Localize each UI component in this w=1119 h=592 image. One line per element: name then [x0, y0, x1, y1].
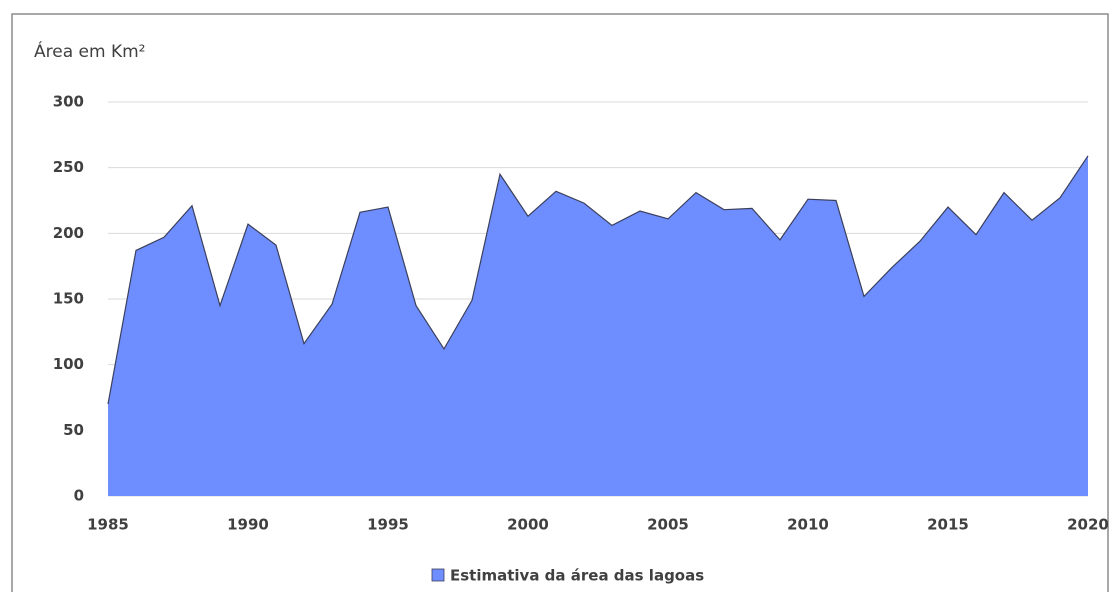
y-tick-label: 150	[53, 290, 84, 308]
x-tick-label: 2020	[1067, 516, 1109, 534]
y-axis-title: Área em Km²	[34, 40, 145, 62]
y-tick-label: 250	[53, 158, 84, 176]
x-tick-label: 2010	[787, 516, 829, 534]
x-tick-label: 1985	[87, 516, 129, 534]
legend-swatch	[431, 568, 445, 582]
y-tick-label: 300	[53, 93, 84, 111]
y-tick-label: 200	[53, 224, 84, 242]
area-line	[107, 155, 1089, 405]
x-tick-label: 1995	[367, 516, 409, 534]
y-tick-label: 100	[53, 355, 84, 373]
y-tick-label: 0	[74, 487, 84, 505]
x-tick-label: 1990	[227, 516, 269, 534]
legend-label: Estimativa da área das lagoas	[450, 567, 704, 585]
x-tick-label: 2005	[647, 516, 689, 534]
y-tick-label: 50	[63, 421, 84, 439]
area	[108, 155, 1088, 496]
x-tick-label: 2015	[927, 516, 969, 534]
x-tick-label: 2000	[507, 516, 549, 534]
